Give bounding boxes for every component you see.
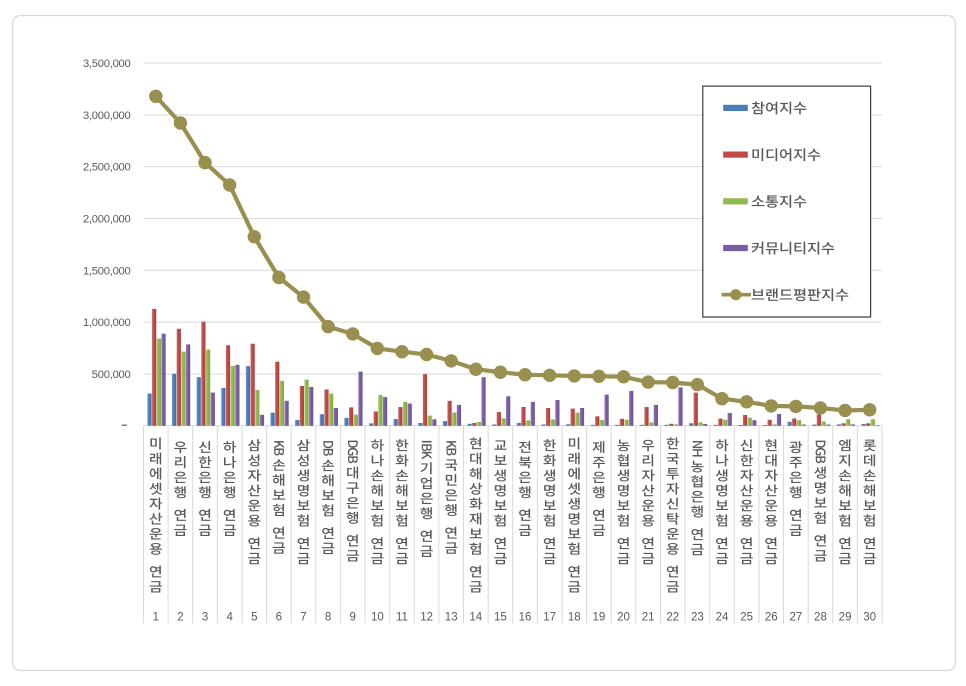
svg-text:5: 5 xyxy=(251,612,257,624)
svg-text:1,000,000: 1,000,000 xyxy=(83,317,131,329)
svg-text:7: 7 xyxy=(300,612,306,624)
svg-text:6: 6 xyxy=(276,612,282,624)
svg-text:17: 17 xyxy=(543,612,556,624)
svg-text:9: 9 xyxy=(350,612,356,624)
svg-text:25: 25 xyxy=(740,612,753,624)
svg-text:1: 1 xyxy=(153,612,159,624)
svg-text:1,500,000: 1,500,000 xyxy=(83,265,131,277)
svg-text:26: 26 xyxy=(765,612,778,624)
svg-text:2: 2 xyxy=(177,612,183,624)
svg-text:10: 10 xyxy=(371,612,384,624)
svg-text:21: 21 xyxy=(642,612,655,624)
svg-text:14: 14 xyxy=(469,612,482,624)
svg-text:23: 23 xyxy=(691,612,704,624)
svg-text:13: 13 xyxy=(445,612,458,624)
svg-text:3,000,000: 3,000,000 xyxy=(83,110,131,122)
svg-text:19: 19 xyxy=(593,612,606,624)
svg-text:27: 27 xyxy=(789,612,802,624)
svg-text:2,000,000: 2,000,000 xyxy=(83,213,131,225)
svg-text:18: 18 xyxy=(568,612,581,624)
svg-text:16: 16 xyxy=(519,612,532,624)
svg-text:4: 4 xyxy=(226,612,233,624)
svg-text:2,500,000: 2,500,000 xyxy=(83,162,131,174)
svg-text:28: 28 xyxy=(814,612,827,624)
svg-text:29: 29 xyxy=(839,612,852,624)
svg-text:20: 20 xyxy=(617,612,630,624)
svg-text:24: 24 xyxy=(716,612,729,624)
svg-text:3,500,000: 3,500,000 xyxy=(83,58,131,70)
svg-text:30: 30 xyxy=(863,612,876,624)
svg-text:8: 8 xyxy=(325,612,331,624)
svg-text:12: 12 xyxy=(420,612,433,624)
svg-text:11: 11 xyxy=(396,612,408,624)
svg-text:22: 22 xyxy=(666,612,679,624)
svg-text:500,000: 500,000 xyxy=(92,369,131,381)
svg-text:3: 3 xyxy=(202,612,208,624)
svg-text:15: 15 xyxy=(494,612,507,624)
